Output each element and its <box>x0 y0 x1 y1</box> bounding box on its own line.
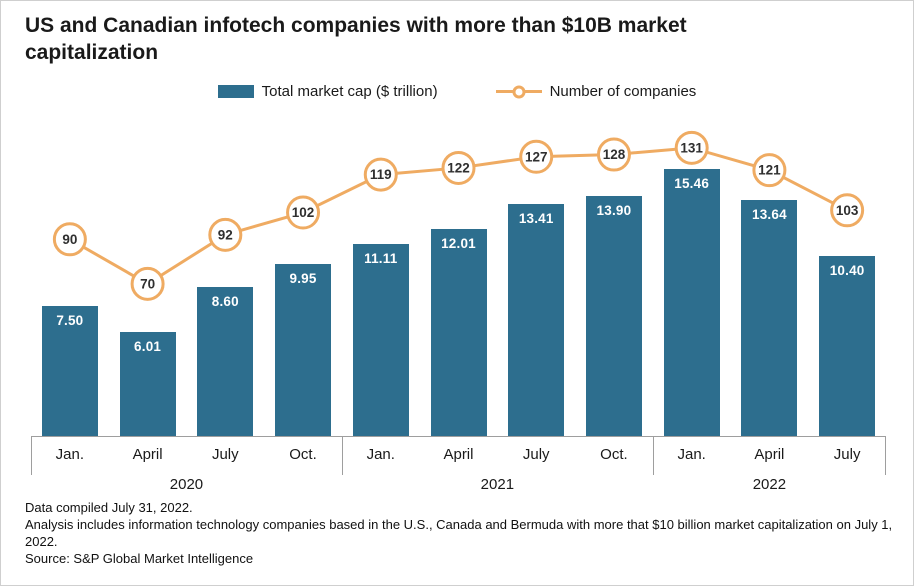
axis-month-label-8: Jan. <box>677 446 706 463</box>
marker-value-label: 70 <box>140 276 155 291</box>
line-marker-5: 122 <box>441 150 476 185</box>
marker-value-label: 128 <box>603 147 626 162</box>
bar-value-label: 10.40 <box>829 263 865 279</box>
bar-2: 8.60 <box>197 287 254 436</box>
axis-month-label-10: July <box>833 446 861 463</box>
bar-value-label: 7.50 <box>56 313 84 329</box>
axis-tick <box>652 437 654 475</box>
bar-5: 12.01 <box>430 228 487 436</box>
axis-month-label-4: Jan. <box>366 446 395 463</box>
axis-month-label-6: July <box>522 446 550 463</box>
axis-year-label-2020: 2020 <box>169 476 204 493</box>
axis-tick <box>341 437 343 475</box>
bar-value-label: 9.95 <box>289 271 317 287</box>
bar-value-label: 13.64 <box>752 207 787 223</box>
marker-value-label: 102 <box>292 205 315 220</box>
marker-value-label: 119 <box>370 167 392 182</box>
marker-value-label: 103 <box>836 203 859 218</box>
axis-month-label-0: Jan. <box>55 446 85 463</box>
line-marker-6: 127 <box>519 139 554 174</box>
axis-month-label-9: April <box>754 446 785 463</box>
bar-1: 6.01 <box>119 332 176 436</box>
line-marker-4: 119 <box>363 157 398 192</box>
marker-value-label: 92 <box>218 227 233 242</box>
bar-value-label: 8.60 <box>211 294 239 310</box>
marker-value-label: 131 <box>680 140 703 155</box>
footnote-source: Source: S&P Global Market Intelligence <box>25 551 254 567</box>
axis-year-label-2021: 2021 <box>480 476 515 493</box>
line-marker-7: 128 <box>596 137 631 172</box>
line-marker-3: 102 <box>286 195 321 230</box>
axis-tick <box>885 437 886 475</box>
axis-month-label-2: July <box>211 446 239 463</box>
bar-value-label: 15.46 <box>674 176 710 191</box>
line-marker-1: 70 <box>130 266 165 301</box>
line-marker-9: 121 <box>752 153 787 188</box>
bar-0: 7.50 <box>41 306 98 436</box>
axis-year-label-2022: 2022 <box>752 476 787 493</box>
bar-9: 13.64 <box>741 200 798 436</box>
line-marker-2: 92 <box>208 217 243 252</box>
footnotes: Data compiled July 31, 2022. Analysis in… <box>25 499 893 568</box>
legend-companies-label: Number of companies <box>549 83 697 100</box>
chart-title: US and Canadian infotech companies with … <box>25 14 687 64</box>
axis-tick <box>31 437 32 475</box>
bar-swatch-icon <box>217 85 254 98</box>
bar-value-label: 11.11 <box>364 251 398 267</box>
bar-value-label: 6.01 <box>134 339 162 355</box>
legend: Total market cap ($ trillion) Number of … <box>1 83 913 100</box>
axis-month-label-1: April <box>132 446 163 463</box>
bar-4: 11.11 <box>352 244 409 436</box>
axis-month-label-5: April <box>443 446 474 463</box>
bar-value-label: 12.01 <box>441 235 476 251</box>
legend-item-market-cap: Total market cap ($ trillion) <box>217 83 438 100</box>
marker-value-label: 121 <box>758 163 781 178</box>
legend-market-cap-label: Total market cap ($ trillion) <box>261 83 438 100</box>
bar-8: 15.46 <box>663 169 720 436</box>
line-marker-8: 131 <box>674 130 709 165</box>
footnote-data-compiled: Data compiled July 31, 2022. <box>25 500 193 515</box>
bar-value-label: 13.41 <box>518 211 554 227</box>
legend-item-companies: Number of companies <box>495 83 697 100</box>
circle-marker-icon <box>512 85 526 98</box>
marker-value-label: 90 <box>62 232 77 247</box>
line-marker-0: 90 <box>52 222 87 257</box>
bar-3: 9.95 <box>275 264 332 436</box>
bar-6: 13.41 <box>508 204 565 436</box>
bar-10: 10.40 <box>819 256 876 436</box>
axis-month-label-3: Oct. <box>289 446 317 463</box>
axis-month-label-7: Oct. <box>600 446 628 463</box>
footnote-analysis: Analysis includes information technology… <box>25 517 893 550</box>
bar-7: 13.90 <box>585 195 642 436</box>
marker-value-label: 127 <box>525 149 548 164</box>
line-marker-swatch-icon <box>495 84 542 100</box>
marker-value-label: 122 <box>447 160 470 175</box>
line-marker-10: 103 <box>830 193 865 228</box>
bar-value-label: 13.90 <box>596 202 632 218</box>
x-axis: Jan. April July Oct. Jan. April July Oct. Jan. Ap… <box>31 436 886 496</box>
combo-chart-plot-area: 7.50 6.01 8.60 9.95 11.11 12.01 13.41 13.90 15.4… <box>31 116 886 436</box>
